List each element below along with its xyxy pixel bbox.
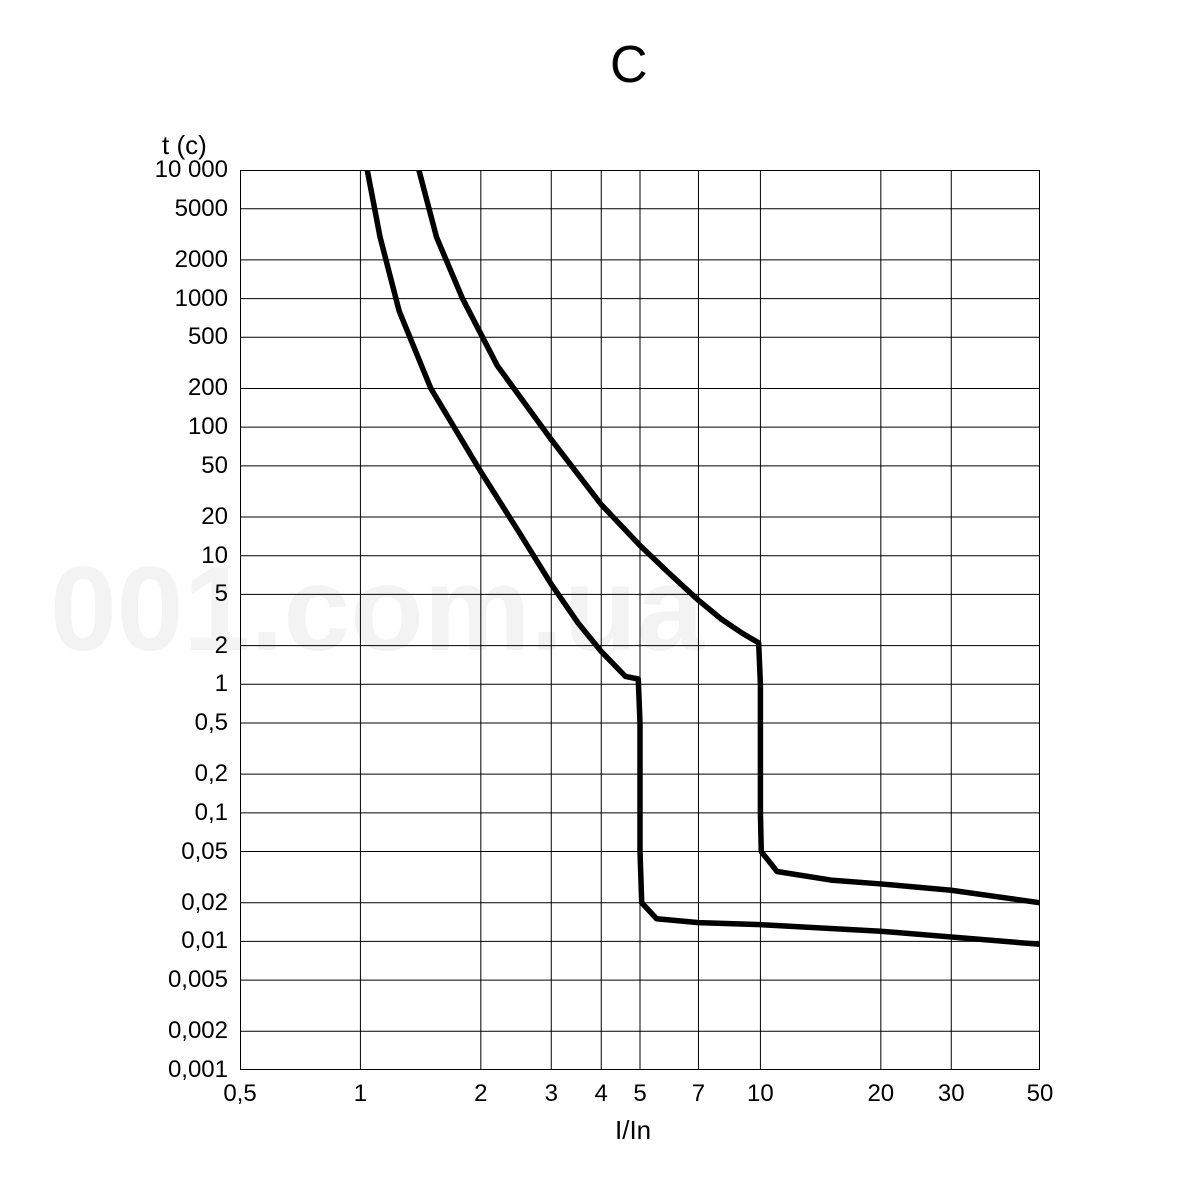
x-tick-label: 30: [931, 1080, 971, 1108]
y-tick-label: 0,005: [168, 966, 228, 994]
x-tick-label: 0,5: [220, 1080, 260, 1108]
trip-curve-chart: [240, 170, 1040, 1070]
y-tick-label: 0,001: [168, 1056, 228, 1084]
x-tick-label: 1: [340, 1080, 380, 1108]
y-tick-label: 0,05: [181, 838, 228, 866]
y-tick-label: 5000: [175, 195, 228, 223]
x-tick-label: 4: [581, 1080, 621, 1108]
x-tick-label: 20: [861, 1080, 901, 1108]
x-tick-label: 7: [678, 1080, 718, 1108]
y-tick-label: 100: [188, 413, 228, 441]
y-tick-label: 200: [188, 374, 228, 402]
y-tick-label: 20: [201, 503, 228, 531]
y-tick-label: 500: [188, 323, 228, 351]
x-tick-label: 3: [531, 1080, 571, 1108]
y-tick-label: 1000: [175, 285, 228, 313]
y-tick-label: 0,01: [181, 927, 228, 955]
y-tick-label: 0,002: [168, 1017, 228, 1045]
y-tick-label: 2: [215, 632, 228, 660]
y-tick-label: 2000: [175, 246, 228, 274]
y-tick-label: 50: [201, 452, 228, 480]
x-tick-label: 2: [461, 1080, 501, 1108]
chart-svg: [240, 170, 1040, 1070]
x-tick-label: 50: [1020, 1080, 1060, 1108]
x-axis-label: I/In: [615, 1115, 651, 1146]
x-tick-label: 5: [620, 1080, 660, 1108]
y-tick-label: 10: [201, 542, 228, 570]
y-tick-label: 0,2: [195, 760, 228, 788]
y-tick-label: 10 000: [155, 156, 228, 184]
y-tick-label: 0,5: [195, 709, 228, 737]
chart-title: C: [610, 35, 648, 95]
y-tick-label: 0,1: [195, 799, 228, 827]
y-tick-label: 1: [215, 670, 228, 698]
x-tick-label: 10: [740, 1080, 780, 1108]
y-tick-label: 0,02: [181, 889, 228, 917]
y-tick-label: 5: [215, 580, 228, 608]
